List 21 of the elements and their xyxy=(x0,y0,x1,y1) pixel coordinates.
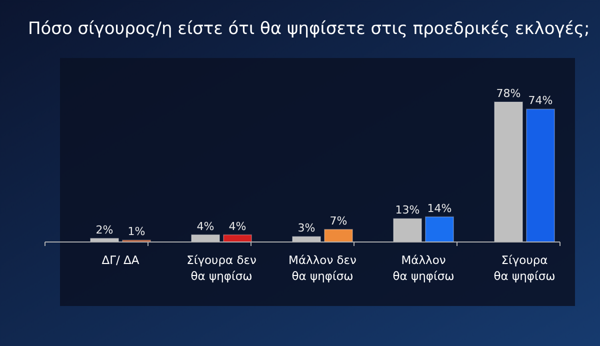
data-label: 3% xyxy=(298,222,316,235)
data-label: 4% xyxy=(196,220,214,233)
data-label: 1% xyxy=(128,225,146,238)
bar xyxy=(393,218,422,242)
chart-title: Πόσο σίγουρος/η είστε ότι θα ψηφίσετε στις προεδρικές εκλογές; xyxy=(28,19,590,39)
data-label: 14% xyxy=(427,202,452,215)
data-label: 7% xyxy=(330,214,348,228)
data-label: 78% xyxy=(496,87,521,100)
data-label: 13% xyxy=(395,204,420,217)
bar xyxy=(425,216,454,242)
bar xyxy=(324,228,353,242)
data-label: 4% xyxy=(228,220,246,233)
data-label: 74% xyxy=(528,94,553,108)
x-tick-label: ΔΓ/ ΔΑ xyxy=(102,253,140,267)
data-label: 2% xyxy=(96,223,114,236)
x-tick-label: Μάλλον θα ψηφίσω xyxy=(392,253,454,283)
x-tick-label: Μάλλον δεν θα ψηφίσω xyxy=(288,253,356,283)
x-tick-label: Σίγουρα δεν θα ψηφίσω xyxy=(186,253,256,283)
bar xyxy=(526,108,555,242)
bar xyxy=(494,102,523,242)
x-tick-label: Σίγουρα θα ψηφίσω xyxy=(494,253,556,283)
